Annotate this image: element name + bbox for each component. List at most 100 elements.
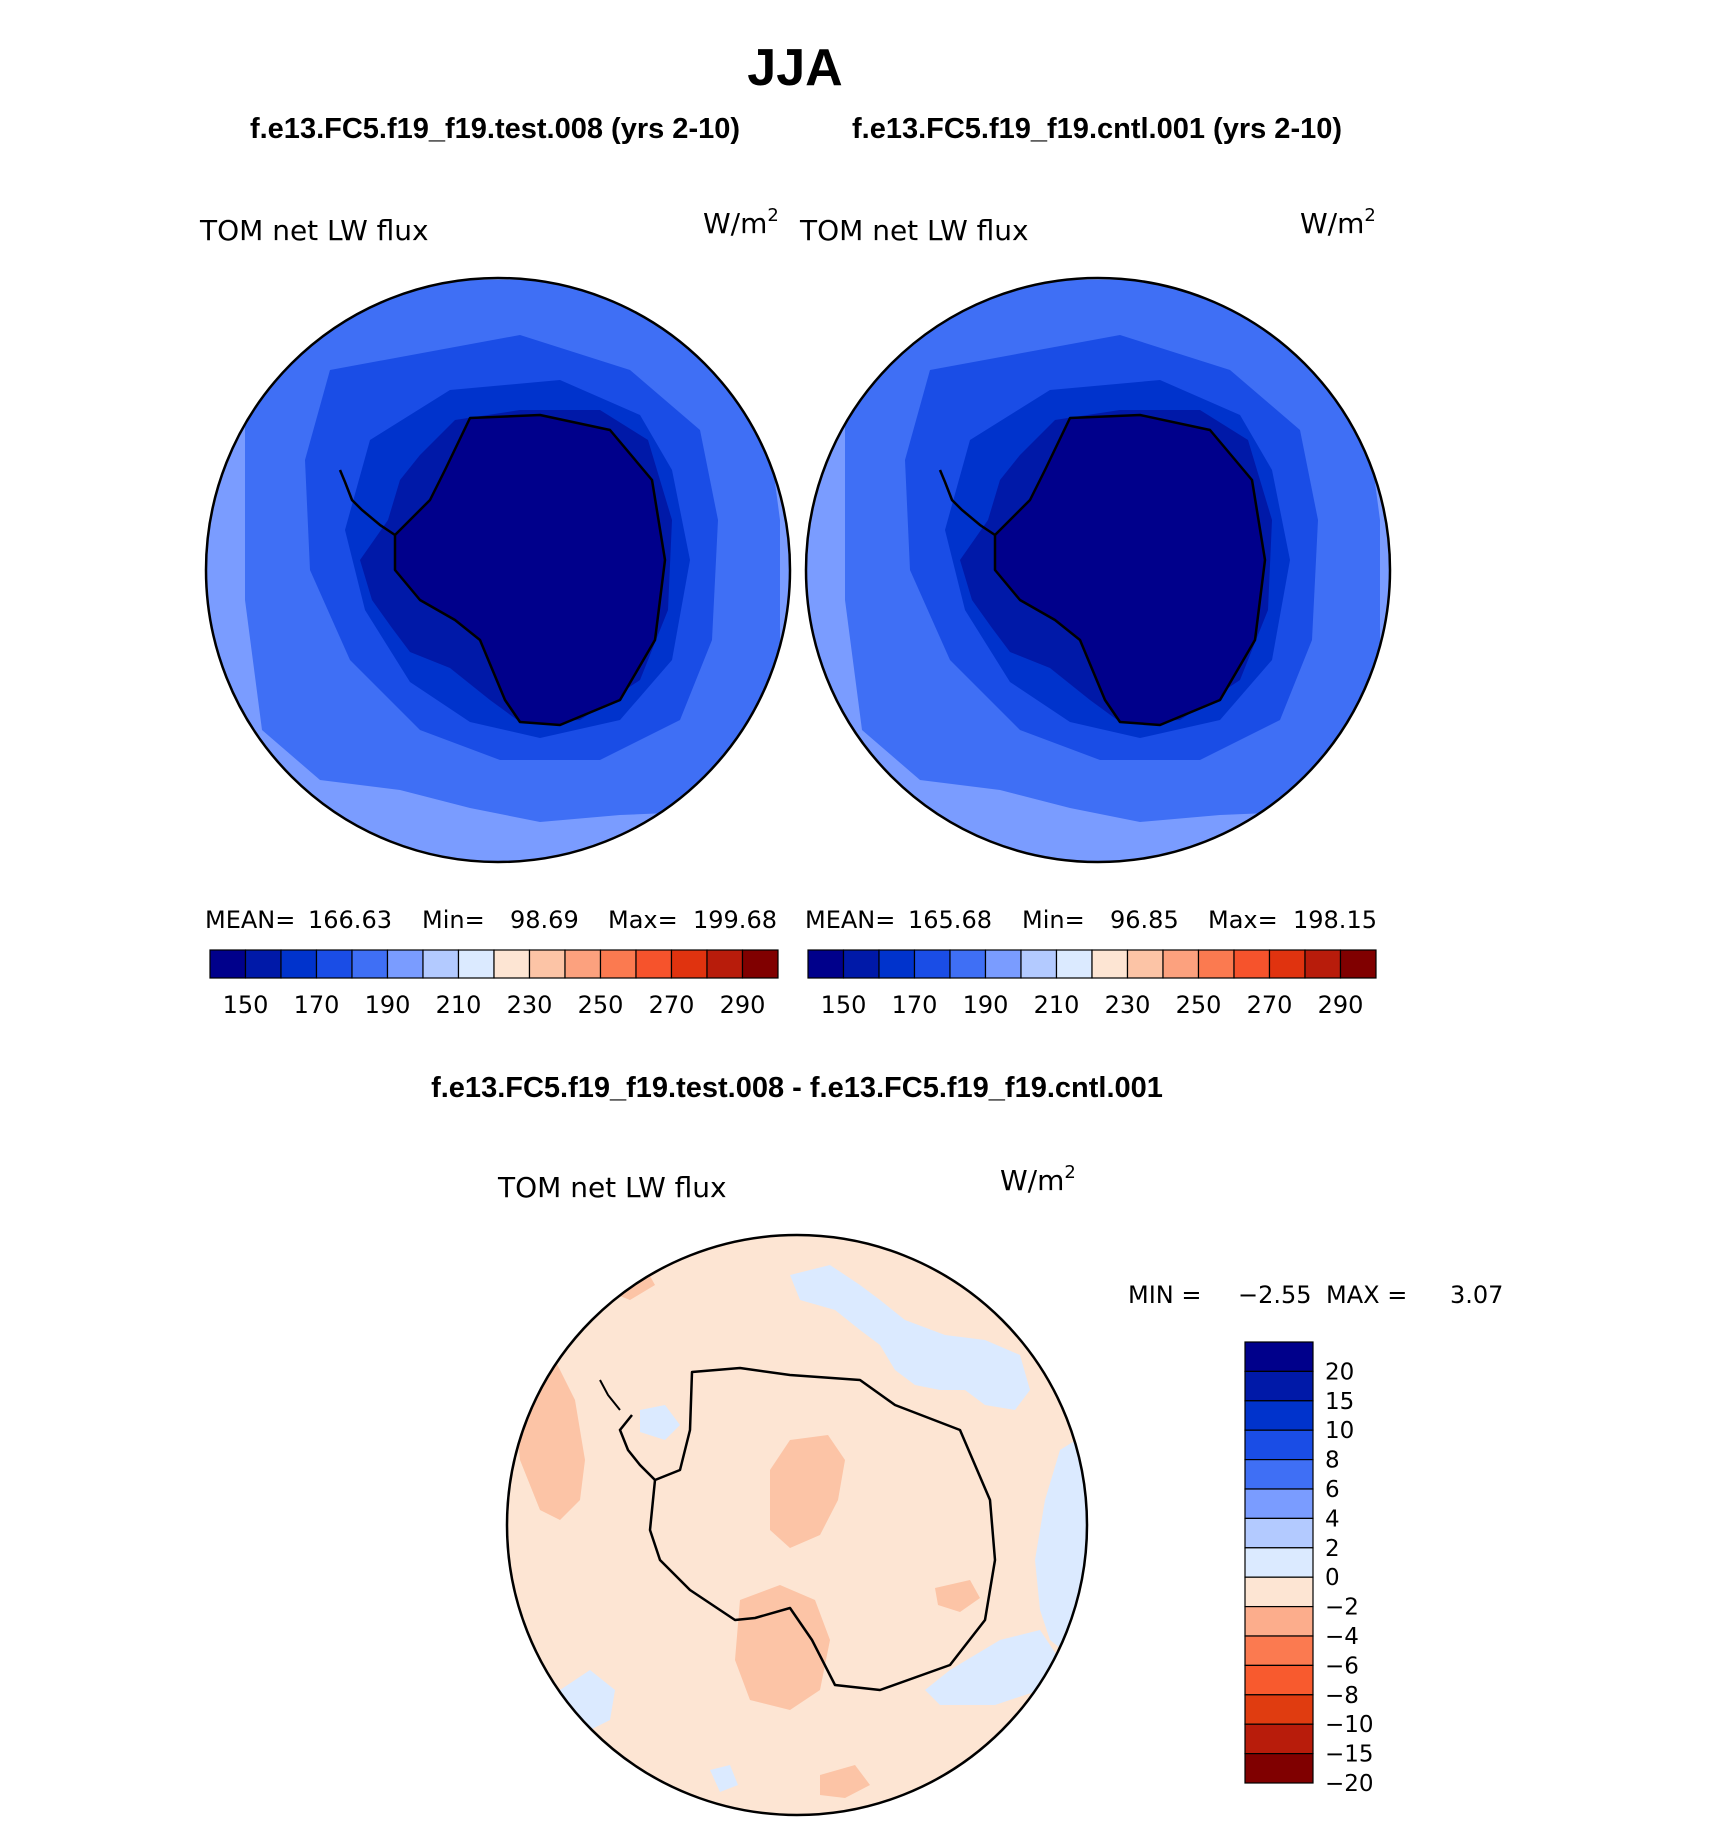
panel-cntl-colorbar-tick-label: 290 — [1318, 991, 1364, 1019]
panel-cntl: TOM net LW flux W/m2 — [799, 205, 1392, 864]
panel-diff-variable: TOM net LW flux — [497, 1171, 727, 1204]
cntl-case-title: f.e13.FC5.f19_f19.cntl.001 (yrs 2-10) — [852, 113, 1342, 145]
panel-diff-colorbar-swatch — [1244, 1752, 1314, 1784]
panel-diff-colorbar-swatch — [1244, 1635, 1314, 1666]
panel-test-colorbar-swatch — [457, 949, 495, 979]
panel-test: TOM net LW flux W/m2 — [199, 205, 792, 864]
panel-cntl-units: W/m2 — [1300, 205, 1376, 240]
panel-cntl-colorbar-swatch — [913, 949, 951, 979]
panel-diff-stats: MIN = −2.55 MAX = 3.07 — [1128, 1281, 1503, 1309]
panel-test-colorbar-swatch — [351, 949, 389, 979]
panel-test-colorbar-swatch — [493, 949, 531, 979]
panel-test-colorbar-swatch — [209, 949, 247, 979]
panel-cntl-colorbar-swatch — [1091, 949, 1129, 979]
panel-cntl-colorbar-swatch — [1233, 949, 1271, 979]
panel-diff-min-label: MIN = — [1128, 1281, 1201, 1309]
panel-test-min-label: Min= — [422, 906, 485, 934]
panel-test-colorbar-swatch — [670, 949, 708, 979]
panel-test-colorbar-swatch — [706, 949, 744, 979]
panel-cntl-mean: 165.68 — [908, 906, 992, 934]
panel-cntl-colorbar-swatch — [878, 949, 916, 979]
panel-diff-colorbar-swatch — [1244, 1605, 1314, 1637]
panel-test-colorbar-tick-label: 150 — [223, 991, 269, 1019]
panel-diff-colorbar-tick-label: 0 — [1325, 1565, 1340, 1591]
panel-cntl-colorbar-swatch — [1268, 949, 1306, 979]
panel-cntl-max: 198.15 — [1293, 906, 1377, 934]
panel-test-stats: MEAN= 166.63 Min= 98.69 Max= 199.68 — [205, 906, 777, 934]
panel-cntl-min-label: Min= — [1022, 906, 1085, 934]
panel-diff-colorbar-tick-label: −2 — [1325, 1595, 1359, 1621]
panel-test-variable: TOM net LW flux — [199, 214, 429, 247]
panel-cntl-colorbar: 150 170 190 210 230 250 270 290 — [807, 949, 1377, 1019]
panel-test-map — [206, 278, 790, 862]
panel-diff-colorbar-swatch — [1244, 1723, 1314, 1755]
panel-cntl-colorbar-tick-label: 170 — [892, 991, 938, 1019]
panel-diff-colorbar-tick-label: −20 — [1325, 1771, 1374, 1797]
panel-test-colorbar-swatch — [741, 949, 779, 979]
panel-cntl-colorbar-swatch — [842, 949, 880, 979]
panel-diff-max: 3.07 — [1450, 1281, 1503, 1309]
panel-cntl-colorbar-swatch — [1197, 949, 1235, 979]
panel-diff-colorbar-swatch — [1244, 1488, 1314, 1519]
panel-diff-min: −2.55 — [1238, 1281, 1312, 1309]
panel-diff-colorbar-tick-label: 4 — [1325, 1506, 1340, 1532]
panel-cntl-colorbar-swatch — [1126, 949, 1164, 979]
panel-test-colorbar-tick-label: 290 — [720, 991, 766, 1019]
panel-diff-colorbar-swatch — [1244, 1341, 1314, 1372]
panel-test-colorbar: 150 170 190 210 230 250 270 290 — [209, 949, 779, 1019]
panel-cntl-colorbar-swatch — [949, 949, 987, 979]
panel-cntl-max-label: Max= — [1208, 906, 1278, 934]
panel-cntl-colorbar-tick-label: 210 — [1034, 991, 1080, 1019]
panel-cntl-min: 96.85 — [1110, 906, 1179, 934]
panel-test-colorbar-tick-label: 170 — [294, 991, 340, 1019]
panel-diff-colorbar-swatch — [1244, 1429, 1314, 1461]
panel-diff-colorbar-tick-label: −6 — [1325, 1653, 1359, 1679]
panel-test-colorbar-swatch — [599, 949, 637, 979]
panel-test-min: 98.69 — [510, 906, 579, 934]
panel-test-colorbar-swatch — [315, 949, 353, 979]
panel-diff-colorbar-swatch — [1244, 1400, 1314, 1431]
panel-test-units: W/m2 — [703, 205, 779, 240]
panel-diff: TOM net LW flux W/m2 — [497, 1162, 1089, 1817]
panel-cntl-mean-label: MEAN= — [805, 906, 895, 934]
panel-cntl-stats: MEAN= 165.68 Min= 96.85 Max= 198.15 — [805, 906, 1377, 934]
panel-cntl-map — [806, 278, 1390, 862]
panel-diff-colorbar-tick-label: 6 — [1325, 1477, 1340, 1503]
panel-test-colorbar-tick-label: 230 — [507, 991, 553, 1019]
panel-test-mean-label: MEAN= — [205, 906, 295, 934]
panel-cntl-colorbar-swatch — [1339, 949, 1377, 979]
panel-test-max: 199.68 — [693, 906, 777, 934]
panel-test-colorbar-swatch — [244, 949, 282, 979]
panel-diff-map — [507, 1235, 1087, 1815]
panel-cntl-colorbar-tick-label: 270 — [1247, 991, 1293, 1019]
panel-cntl-colorbar-swatch — [807, 949, 845, 979]
diff-title: f.e13.FC5.f19_f19.test.008 - f.e13.FC5.f… — [431, 1072, 1163, 1104]
panel-test-colorbar-swatch — [386, 949, 424, 979]
panel-test-colorbar-swatch — [422, 949, 460, 979]
panel-test-colorbar-swatch — [528, 949, 566, 979]
panel-diff-colorbar-swatch — [1244, 1370, 1314, 1402]
panel-test-colorbar-swatch — [635, 949, 673, 979]
panel-cntl-colorbar-swatch — [984, 949, 1022, 979]
panel-test-colorbar-tick-label: 210 — [436, 991, 482, 1019]
panel-diff-colorbar-tick-label: 15 — [1325, 1389, 1354, 1415]
panel-diff-max-label: MAX = — [1326, 1281, 1407, 1309]
panel-test-colorbar-swatch — [564, 949, 602, 979]
season-title: JJA — [747, 39, 842, 97]
panel-diff-colorbar-tick-label: −8 — [1325, 1683, 1359, 1709]
panel-diff-colorbar-swatch — [1244, 1517, 1314, 1549]
panel-cntl-variable: TOM net LW flux — [799, 214, 1029, 247]
panel-diff-colorbar-tick-label: 20 — [1325, 1359, 1354, 1385]
panel-diff-colorbar-tick-label: 10 — [1325, 1418, 1354, 1444]
panel-test-colorbar-swatch — [280, 949, 318, 979]
panel-diff-colorbar-swatch — [1244, 1694, 1314, 1725]
panel-cntl-colorbar-tick-label: 150 — [821, 991, 867, 1019]
panel-cntl-colorbar-tick-label: 190 — [963, 991, 1009, 1019]
panel-diff-colorbar-swatch — [1244, 1547, 1314, 1578]
panel-diff-colorbar-swatch — [1244, 1458, 1314, 1490]
panel-test-colorbar-tick-label: 270 — [649, 991, 695, 1019]
panel-test-max-label: Max= — [608, 906, 678, 934]
panel-diff-colorbar-tick-label: 8 — [1325, 1448, 1340, 1474]
